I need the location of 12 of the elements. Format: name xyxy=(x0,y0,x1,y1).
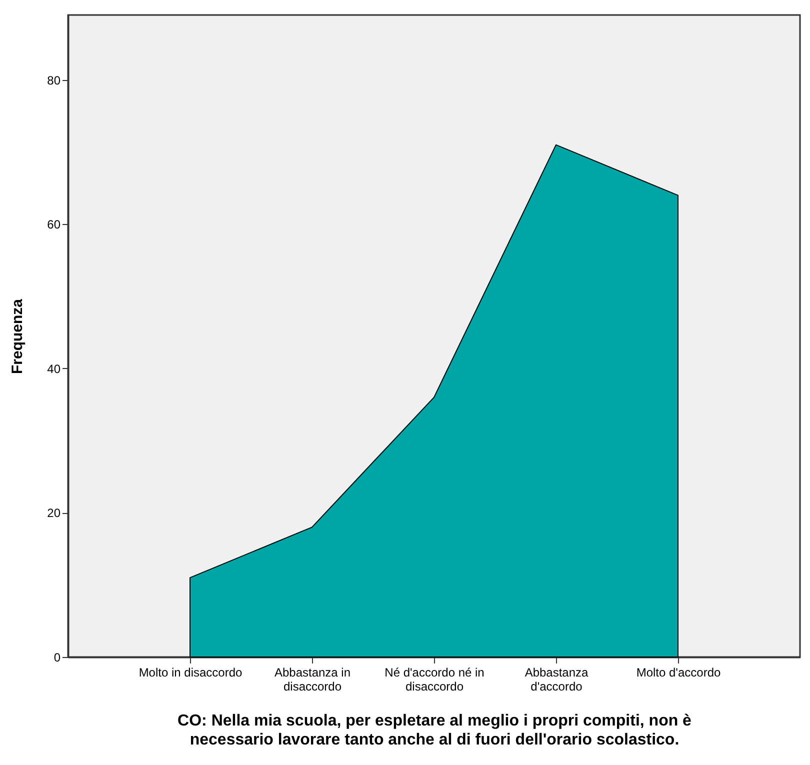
y-tick-label: 60 xyxy=(47,218,61,232)
x-tick-label: Molto d'accordo xyxy=(636,666,721,680)
x-tick-label: Molto in disaccordo xyxy=(138,666,243,680)
y-tick-label: 40 xyxy=(47,362,61,376)
x-tick-label: Abbastanza in disaccordo xyxy=(274,666,351,694)
y-tick-label: 0 xyxy=(54,650,61,664)
y-tick-label: 20 xyxy=(47,506,61,520)
x-tick-label: Né d'accordo né in disaccordo xyxy=(384,666,484,694)
y-axis-title: Frequenza xyxy=(9,298,26,374)
y-tick-label: 80 xyxy=(47,73,61,88)
x-tick-label: Abbastanza d'accordo xyxy=(524,666,589,694)
x-axis-title: CO: Nella mia scuola, per espletare al meglio i propri compiti, non è necessario lavorare tanto anche al di fuori dell'orario scolastico. xyxy=(178,712,692,748)
